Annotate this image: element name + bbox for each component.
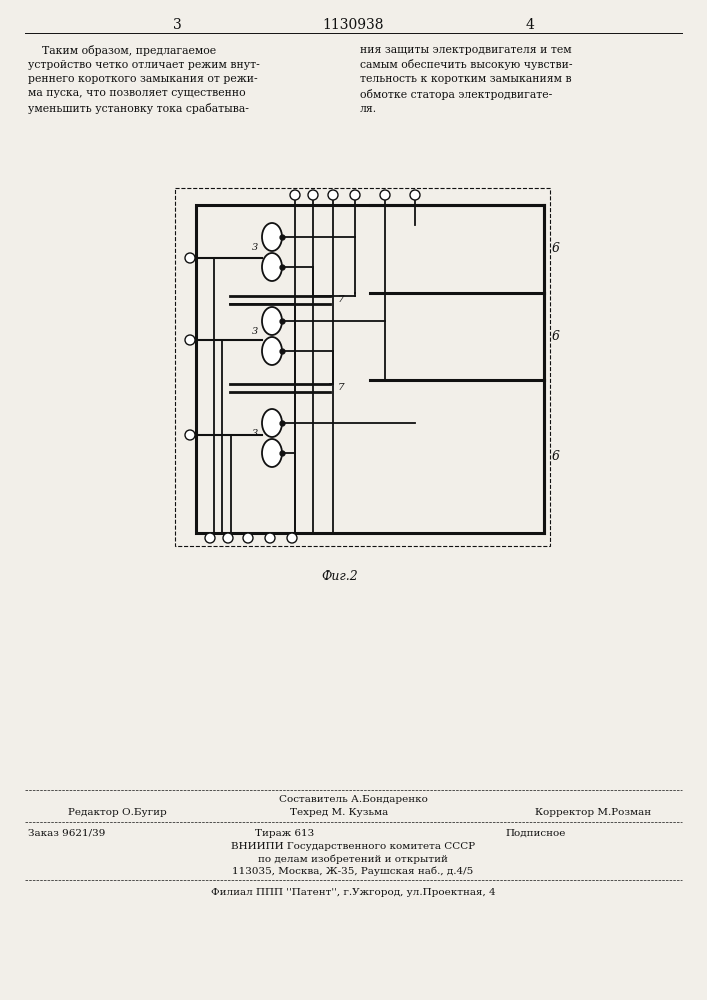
Ellipse shape <box>262 337 282 365</box>
Circle shape <box>350 190 360 200</box>
Circle shape <box>290 190 300 200</box>
Text: Подписное: Подписное <box>505 829 566 838</box>
Text: по делам изобретений и открытий: по делам изобретений и открытий <box>258 854 448 863</box>
Text: ния защиты электродвигателя и тем
самым обеспечить высокую чувстви-
тельность к : ния защиты электродвигателя и тем самым … <box>360 45 573 114</box>
Text: 4: 4 <box>525 18 534 32</box>
Ellipse shape <box>262 409 282 437</box>
Text: 113035, Москва, Ж-35, Раушская наб., д.4/5: 113035, Москва, Ж-35, Раушская наб., д.4… <box>233 866 474 876</box>
Text: Тираж 613: Тираж 613 <box>255 829 314 838</box>
Ellipse shape <box>262 223 282 251</box>
Text: Техред М. Кузьма: Техред М. Кузьма <box>290 808 388 817</box>
Circle shape <box>410 190 420 200</box>
Text: 3: 3 <box>252 328 258 336</box>
Text: Корректор М.Розман: Корректор М.Розман <box>535 808 651 817</box>
Ellipse shape <box>262 439 282 467</box>
Circle shape <box>265 533 275 543</box>
Text: ВНИИПИ Государственного комитета СССР: ВНИИПИ Государственного комитета СССР <box>231 842 475 851</box>
Bar <box>175 188 550 546</box>
Text: 7: 7 <box>338 296 344 304</box>
Circle shape <box>205 533 215 543</box>
Ellipse shape <box>262 307 282 335</box>
Bar <box>196 205 544 533</box>
Text: Редактор О.Бугир: Редактор О.Бугир <box>68 808 167 817</box>
Text: Филиал ППП ''Патент'', г.Ужгород, ул.Проектная, 4: Филиал ППП ''Патент'', г.Ужгород, ул.Про… <box>211 888 496 897</box>
Text: 3: 3 <box>252 430 258 438</box>
Text: 3: 3 <box>252 243 258 252</box>
Circle shape <box>380 190 390 200</box>
Text: Таким образом, предлагаемое
устройство четко отличает режим внут-
реннего коротк: Таким образом, предлагаемое устройство ч… <box>28 45 259 113</box>
Circle shape <box>185 430 195 440</box>
Circle shape <box>328 190 338 200</box>
Text: 1130938: 1130938 <box>322 18 384 32</box>
Ellipse shape <box>262 253 282 281</box>
Text: 7: 7 <box>338 383 344 392</box>
Circle shape <box>308 190 318 200</box>
Text: Заказ 9621/39: Заказ 9621/39 <box>28 829 105 838</box>
Circle shape <box>287 533 297 543</box>
Text: 6: 6 <box>552 450 560 463</box>
Text: Составитель А.Бондаренко: Составитель А.Бондаренко <box>279 795 428 804</box>
Circle shape <box>185 253 195 263</box>
Text: Фиг.2: Фиг.2 <box>322 570 358 583</box>
Circle shape <box>185 335 195 345</box>
Text: 3: 3 <box>173 18 182 32</box>
Text: 6: 6 <box>552 242 560 255</box>
Circle shape <box>243 533 253 543</box>
Text: 6: 6 <box>552 330 560 343</box>
Circle shape <box>223 533 233 543</box>
